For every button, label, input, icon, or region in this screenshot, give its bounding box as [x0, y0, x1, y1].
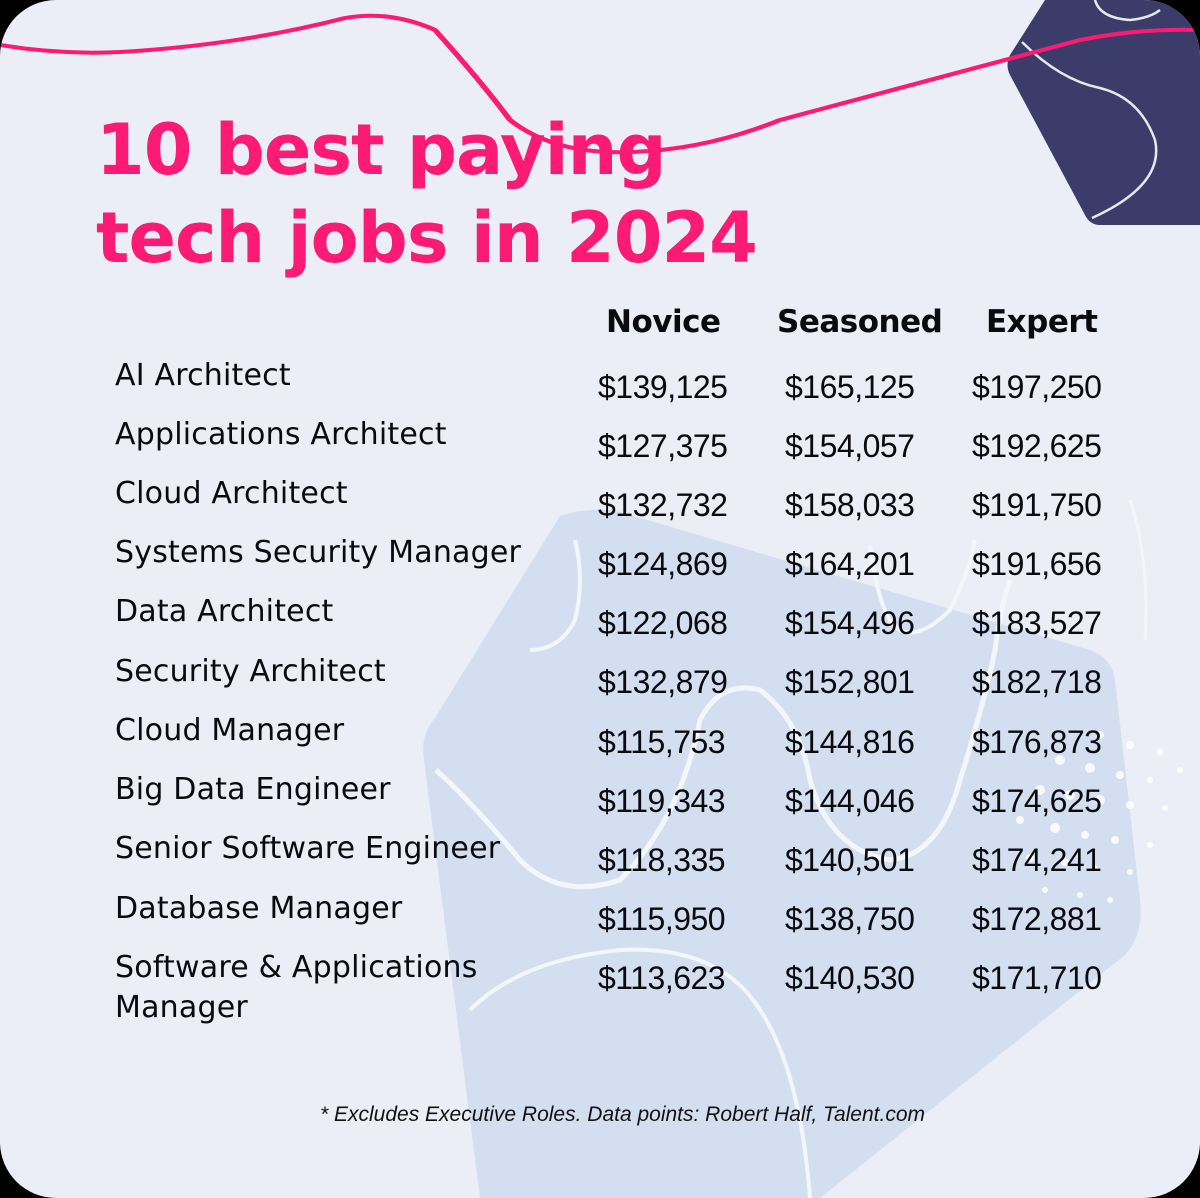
job-title: Database Manager [115, 891, 403, 926]
novice-salary: $118,335 [598, 842, 726, 878]
salary-table: Novice Seasoned Expert AI Architect $139… [115, 304, 1102, 1028]
expert-salary: $176,873 [972, 724, 1102, 760]
source-footnote: * Excludes Executive Roles. Data points:… [319, 1103, 925, 1126]
seasoned-salary: $144,046 [785, 783, 915, 819]
job-title: AI Architect [115, 358, 291, 393]
novice-salary: $127,375 [598, 428, 728, 464]
novice-salary: $132,732 [598, 487, 728, 523]
novice-salary: $132,879 [598, 664, 728, 700]
seasoned-salary: $140,501 [785, 842, 915, 878]
expert-salary: $192,625 [972, 428, 1102, 464]
seasoned-salary: $164,201 [785, 546, 915, 582]
expert-salary: $171,710 [972, 960, 1102, 996]
job-title: Big Data Engineer [115, 772, 391, 807]
page-title: 10 best paying tech jobs in 2024 [96, 106, 758, 282]
novice-salary: $124,869 [598, 546, 728, 582]
expert-salary: $172,881 [972, 901, 1102, 937]
column-header-expert: Expert [986, 304, 1098, 340]
column-header-seasoned: Seasoned [777, 304, 943, 340]
expert-salary: $174,625 [972, 783, 1102, 819]
expert-salary: $174,241 [972, 842, 1102, 878]
seasoned-salary: $154,057 [785, 428, 915, 464]
column-header-novice: Novice [606, 304, 721, 340]
novice-salary: $115,753 [598, 724, 726, 760]
job-title-line-2: Manager [115, 990, 248, 1025]
job-title-line-1: Software & Applications [115, 950, 478, 985]
seasoned-salary: $140,530 [785, 960, 915, 996]
title-line-1: 10 best paying [96, 109, 667, 191]
novice-salary: $115,950 [598, 901, 726, 937]
seasoned-salary: $154,496 [785, 605, 915, 641]
light-hexagon-shape [423, 509, 1141, 1198]
job-title: Security Architect [115, 654, 386, 689]
novice-salary: $113,623 [598, 960, 726, 996]
novice-salary: $119,343 [598, 783, 726, 819]
expert-salary: $191,656 [972, 546, 1102, 582]
expert-salary: $197,250 [972, 369, 1102, 405]
pink-squiggle-line [0, 13, 1200, 155]
job-title: Data Architect [115, 594, 334, 629]
expert-salary: $191,750 [972, 487, 1102, 523]
expert-salary: $182,718 [972, 664, 1102, 700]
dot-pattern [1016, 731, 1183, 903]
job-title: Applications Architect [115, 417, 447, 452]
seasoned-salary: $152,801 [785, 664, 915, 700]
novice-salary: $122,068 [598, 605, 728, 641]
novice-salary: $139,125 [598, 369, 728, 405]
expert-salary: $183,527 [972, 605, 1102, 641]
job-title: Software & Applications Manager [115, 948, 535, 1028]
job-title: Senior Software Engineer [115, 831, 501, 866]
seasoned-salary: $144,816 [785, 724, 915, 760]
job-title: Cloud Manager [115, 713, 345, 748]
seasoned-salary: $138,750 [785, 901, 915, 937]
job-title: Systems Security Manager [115, 535, 522, 570]
title-line-2: tech jobs in 2024 [96, 197, 758, 279]
job-title: Cloud Architect [115, 476, 348, 511]
seasoned-salary: $158,033 [785, 487, 915, 523]
seasoned-salary: $165,125 [785, 369, 915, 405]
